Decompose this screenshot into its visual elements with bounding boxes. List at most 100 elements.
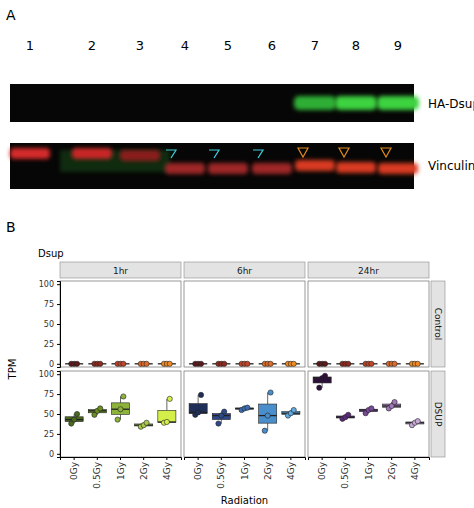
plot-area	[189, 361, 300, 366]
point	[415, 361, 420, 366]
tick: 0Gy	[69, 457, 79, 480]
blot-band	[252, 163, 292, 174]
point	[262, 428, 267, 433]
x-axis: 0Gy0.5Gy1Gy2Gy4Gy	[61, 457, 182, 489]
tick-label: 100	[39, 370, 54, 379]
x-axis: 0Gy 0.5Gy 1Gy 2Gy 4Gy	[309, 457, 430, 489]
lane-label: 2	[88, 38, 96, 53]
tick: 0Gy	[317, 457, 327, 480]
axis-line	[57, 282, 61, 368]
point	[167, 361, 172, 366]
lane-label: 5	[224, 38, 232, 53]
point	[317, 385, 322, 390]
axis-line	[61, 458, 182, 461]
tick-mark	[345, 457, 346, 460]
lane-label: 4	[181, 38, 189, 53]
strip-label: 6hr	[237, 266, 252, 276]
plot-area	[313, 361, 424, 366]
point	[369, 361, 374, 366]
tick-label: 25	[44, 340, 54, 349]
arrowhead	[166, 150, 176, 158]
point	[392, 361, 397, 366]
tick-label: 0	[49, 360, 54, 369]
blot-band	[208, 163, 248, 174]
lane-label: 7	[311, 38, 319, 53]
tick-label: 50	[44, 410, 54, 419]
tick-label: 25	[44, 430, 54, 439]
strip-label: Control	[433, 308, 443, 341]
point	[245, 361, 250, 366]
point	[291, 361, 296, 366]
tick-mark	[97, 457, 98, 460]
tick-label: 0.5Gy	[92, 461, 102, 488]
point	[198, 392, 203, 397]
box	[212, 414, 230, 420]
point	[245, 405, 250, 410]
tick-label: 0	[49, 450, 54, 459]
tick-label: 0.5Gy	[340, 461, 350, 488]
y-axis: 0255075100	[39, 370, 61, 459]
tick-label: 1Gy	[240, 461, 250, 480]
axis-title: Radiation	[221, 495, 268, 506]
tick-mark	[57, 414, 60, 415]
tick-mark	[267, 457, 268, 460]
point	[74, 411, 79, 416]
arrowhead	[298, 148, 308, 157]
point	[74, 361, 79, 366]
blot-band	[335, 96, 377, 110]
strip	[60, 262, 181, 278]
blot-band	[72, 148, 112, 159]
tick: 0.5Gy	[216, 457, 226, 489]
plot-area	[65, 394, 176, 429]
tick: 2Gy	[387, 457, 397, 480]
tick-mark	[57, 324, 60, 325]
x-axis: 0Gy 0.5Gy 1Gy 2Gy 4Gy	[185, 457, 306, 489]
lane-label: 8	[352, 38, 360, 53]
strip	[431, 371, 445, 457]
y-axis: 0 25 50 75 100	[39, 280, 61, 369]
arrowhead	[253, 150, 263, 158]
point	[121, 361, 126, 366]
blot-band	[10, 148, 50, 159]
tick-label: 1Gy	[364, 461, 374, 480]
tick: 100	[39, 280, 60, 289]
point	[268, 390, 273, 395]
point	[196, 410, 201, 415]
tick: 0Gy	[193, 457, 203, 480]
arrowhead	[339, 148, 349, 157]
point	[369, 406, 374, 411]
tick-mark	[57, 284, 60, 285]
tick-mark	[57, 454, 60, 455]
tick: 0.5Gy	[92, 457, 102, 489]
axis-title: TPM	[7, 359, 18, 381]
tick: 4Gy	[162, 457, 172, 480]
tick-label: 4Gy	[410, 461, 420, 480]
tick-mark	[290, 457, 291, 460]
point	[118, 407, 123, 412]
tick: 1Gy	[240, 457, 250, 480]
tick: 1Gy	[364, 457, 374, 480]
point	[164, 419, 169, 424]
point	[115, 417, 120, 422]
point	[322, 361, 327, 366]
tick: 75	[44, 300, 60, 309]
tick-mark	[57, 434, 60, 435]
tick-label: 2Gy	[263, 461, 273, 480]
arrowhead	[381, 148, 391, 157]
tick-label: 0Gy	[193, 461, 203, 480]
lane-label: 1	[26, 38, 34, 53]
blot-strip	[10, 84, 414, 122]
tick-label: 4Gy	[162, 461, 172, 480]
tick: 100	[39, 370, 60, 379]
point	[167, 396, 172, 401]
tick-mark	[322, 457, 323, 460]
tick: 50	[44, 320, 60, 329]
panel-frame	[60, 281, 181, 367]
point	[222, 409, 227, 414]
tick-mark	[57, 364, 60, 365]
tick: 4Gy	[286, 457, 296, 480]
tick: 2Gy	[139, 457, 149, 480]
panel-frame	[184, 281, 305, 367]
blot-strip	[10, 143, 414, 189]
blot-band	[294, 96, 336, 110]
